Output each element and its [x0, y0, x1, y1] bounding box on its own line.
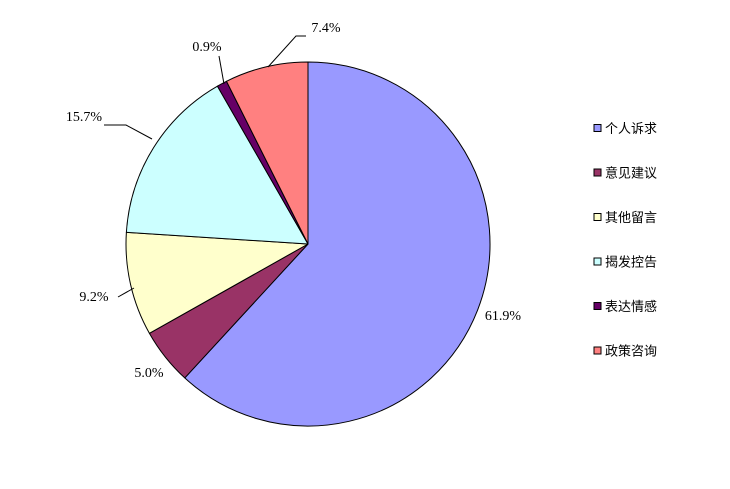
leader-line-5: [267, 35, 306, 68]
legend-label-2: 其他留言: [605, 211, 657, 226]
leader-line-2: [117, 287, 135, 298]
data-label-1: 5.0%: [134, 366, 164, 381]
legend-swatch-5: [593, 346, 602, 355]
legend-label-5: 政策咨询: [605, 344, 657, 360]
pie-slice-2: [125, 231, 309, 334]
data-label-4: 0.9%: [192, 40, 222, 55]
data-label-3: 15.7%: [66, 110, 103, 125]
pie-slice-5: [225, 61, 309, 245]
data-label-2: 9.2%: [79, 290, 109, 305]
legend-label-0: 个人诉求: [605, 122, 657, 137]
pie-slice-0: [184, 61, 491, 427]
legend-swatch-4: [593, 302, 602, 310]
data-label-0: 61.9%: [485, 309, 522, 324]
leader-line-4: [218, 55, 225, 85]
data-label-5: 7.4%: [311, 21, 341, 36]
legend-swatch-2: [593, 213, 602, 221]
legend-label-4: 表达情感: [605, 299, 657, 315]
legend-swatch-0: [593, 124, 602, 132]
legend-label-3: 揭发控告: [605, 255, 657, 271]
leader-line-3: [104, 124, 153, 140]
legend-swatch-3: [593, 257, 602, 266]
legend-label-1: 意见建议: [605, 166, 657, 182]
pie-slice-3: [125, 85, 309, 245]
legend-swatch-1: [593, 168, 602, 177]
